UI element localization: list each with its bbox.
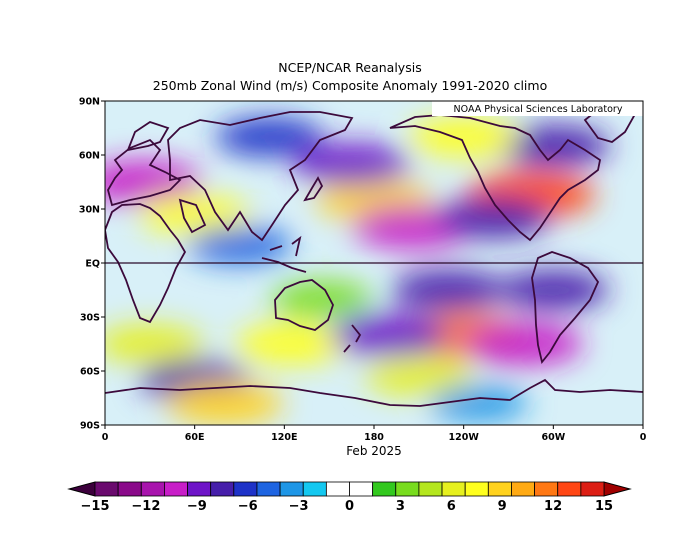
lon-tick-label: 60W: [541, 432, 565, 443]
lat-tick-label: 30N: [79, 205, 100, 216]
colorbar-swatch: [557, 481, 582, 497]
colorbar-label: 12: [544, 499, 562, 514]
coastline-asia: [167, 111, 354, 242]
lon-tick-label: 0: [102, 432, 109, 443]
colorbar-label: 6: [447, 499, 456, 514]
coastline-antarctica: [105, 378, 643, 407]
colorbar-swatch: [349, 481, 374, 497]
colorbar-swatch: [140, 481, 165, 497]
anomaly-feature-0: [105, 160, 203, 204]
colorbar-label: 3: [396, 499, 405, 514]
lon-axis: 0 60E 120E 180 120W 60W 0: [102, 425, 647, 443]
colorbar-swatch: [580, 481, 605, 497]
colorbar-label: −3: [289, 499, 309, 514]
anomaly-feature-9: [234, 323, 349, 365]
anomaly-feature-18: [187, 226, 292, 264]
colorbar-swatch: [487, 481, 512, 497]
anomaly-feature-17: [408, 116, 520, 158]
colorbar-swatch: [325, 481, 350, 497]
colorbar-label: −9: [187, 499, 207, 514]
coastline-europe: [107, 138, 182, 207]
x-axis-label: Feb 2025: [346, 444, 402, 458]
colorbar-swatch: [210, 481, 235, 497]
colorbar-swatch: [534, 481, 559, 497]
colorbar-label: 15: [595, 499, 613, 514]
anomaly-feature-11: [330, 313, 448, 357]
lat-tick-label: 60S: [80, 367, 100, 378]
chart-title: NCEP/NCAR Reanalysis: [278, 60, 422, 75]
coastline-scandinavia: [126, 121, 170, 152]
colorbar-swatch: [256, 481, 281, 497]
colorbar-label: 0: [345, 499, 354, 514]
colorbar-swatch: [164, 481, 188, 497]
anomaly-feature-5: [436, 197, 551, 239]
lat-tick-label: 60N: [79, 151, 100, 162]
colorbar-under-arrow: [67, 481, 96, 497]
anomaly-feature-21: [166, 382, 284, 425]
colorbar-swatch: [187, 481, 212, 497]
lat-axis: 90N 60N 30N EQ 30S 60S 90S: [79, 97, 105, 432]
anomaly-feature-3: [293, 142, 411, 186]
colorbar-label: −12: [131, 499, 160, 514]
colorbar-swatch: [279, 481, 304, 497]
coastline-arabia: [178, 198, 207, 234]
colorbar-swatch: [302, 481, 327, 497]
anomaly-feature-16: [496, 125, 611, 167]
anomaly-feature-14: [364, 356, 473, 396]
coastline-japan: [303, 176, 324, 202]
colorbar: −15 −12 −9 −6 −3 0 3 6 9 12 15: [67, 481, 632, 514]
colorbar-swatch: [441, 481, 466, 497]
anomaly-feature-8: [105, 324, 204, 364]
anomaly-feature-19: [391, 269, 506, 311]
anomaly-feature-22: [429, 385, 529, 422]
colorbar-label: −6: [238, 499, 258, 514]
chart-subtitle: 250mb Zonal Wind (m/s) Composite Anomaly…: [152, 78, 548, 93]
coastline-south-america: [531, 251, 600, 365]
colorbar-swatch: [418, 481, 443, 497]
colorbar-swatch: [117, 481, 142, 497]
colorbar-swatch: [94, 481, 119, 497]
lat-tick-label: 90N: [79, 97, 100, 108]
anomaly-feature-12: [463, 322, 584, 366]
colorbar-swatch: [464, 481, 489, 497]
lat-tick-label: 90S: [80, 421, 100, 432]
credit-box: [432, 101, 643, 116]
anomaly-feature-15: [215, 117, 324, 157]
credit-label: NOAA Physical Sciences Laboratory: [454, 104, 623, 115]
lon-tick-label: 0: [640, 432, 647, 443]
anomaly-feature-7: [270, 280, 373, 318]
colorbar-swatch: [511, 481, 535, 497]
colorbar-label: 9: [498, 499, 507, 514]
coastline-indonesia: [261, 235, 307, 273]
lon-tick-label: 60E: [185, 432, 205, 443]
lon-tick-label: 120E: [271, 432, 297, 443]
colorbar-swatch: [233, 481, 258, 497]
anomaly-feature-20: [497, 269, 609, 311]
lat-tick-label: 30S: [80, 313, 100, 324]
colorbar-swatch: [395, 481, 420, 497]
coastline-africa: [105, 203, 187, 324]
colorbar-label: −15: [81, 499, 110, 514]
lat-tick-label: EQ: [85, 259, 100, 270]
coastline-australia: [274, 279, 334, 331]
coastline-new-zealand: [343, 324, 362, 353]
lon-tick-label: 180: [364, 432, 384, 443]
colorbar-over-arrow: [603, 481, 632, 497]
coastlines: [105, 105, 643, 407]
lon-tick-label: 120W: [449, 432, 480, 443]
coastline-north-america: [389, 114, 602, 242]
colorbar-swatch: [372, 481, 397, 497]
